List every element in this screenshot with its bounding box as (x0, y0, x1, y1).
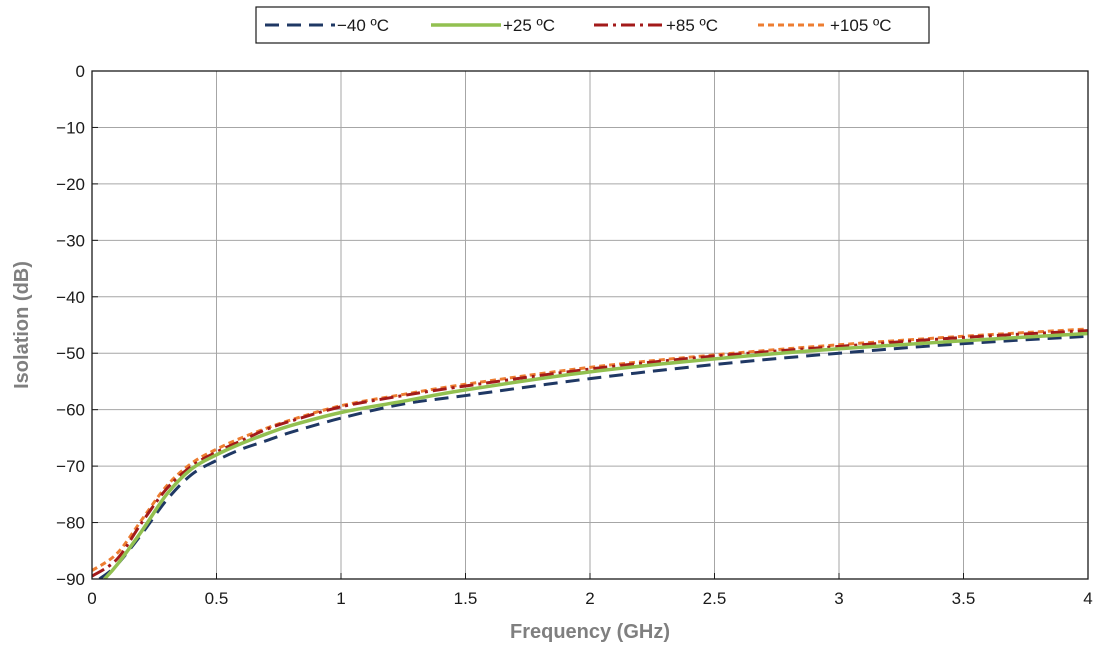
y-tick-label: −10 (56, 118, 85, 137)
series-line-2 (92, 329, 1088, 578)
y-tick-label: −60 (56, 401, 85, 420)
legend-box (255, 6, 930, 44)
x-tick-label: 1 (336, 589, 345, 608)
x-tick-label: 1.5 (454, 589, 478, 608)
series-line-1 (103, 331, 1088, 579)
y-tick-label: −30 (56, 231, 85, 250)
legend-label-1: +25 ºC (503, 16, 555, 35)
series-layer (92, 327, 1088, 579)
legend-label-3: +105 ºC (830, 16, 892, 35)
y-axis-title: Isolation (dB) (11, 261, 33, 389)
legend: −40 ºC +25 ºC +85 ºC +105 ºC (255, 6, 930, 44)
x-tick-label: 2.5 (703, 589, 727, 608)
tick-labels: 0 0.5 1 1.5 2 2.5 3 3.5 4 0 −10 −20 −30 −40 −50 −60 −70 −… (56, 62, 1093, 608)
y-tick-label: 0 (76, 62, 85, 81)
series-line-3 (92, 327, 1088, 572)
x-tick-label: 4 (1083, 589, 1092, 608)
y-tick-label: −90 (56, 570, 85, 589)
series-line-0 (98, 334, 1088, 579)
y-tick-label: −20 (56, 175, 85, 194)
legend-label-2: +85 ºC (666, 16, 718, 35)
x-tick-label: 0 (87, 589, 96, 608)
x-axis-title: Frequency (GHz) (510, 621, 670, 643)
y-tick-label: −50 (56, 344, 85, 363)
legend-label-0: −40 ºC (337, 16, 389, 35)
grid (92, 71, 1088, 579)
x-tick-label: 0.5 (205, 589, 229, 608)
y-tick-label: −70 (56, 457, 85, 476)
y-tick-label: −80 (56, 514, 85, 533)
x-tick-label: 3.5 (952, 589, 976, 608)
y-tick-label: −40 (56, 288, 85, 307)
x-tick-label: 2 (585, 589, 594, 608)
x-tick-label: 3 (834, 589, 843, 608)
